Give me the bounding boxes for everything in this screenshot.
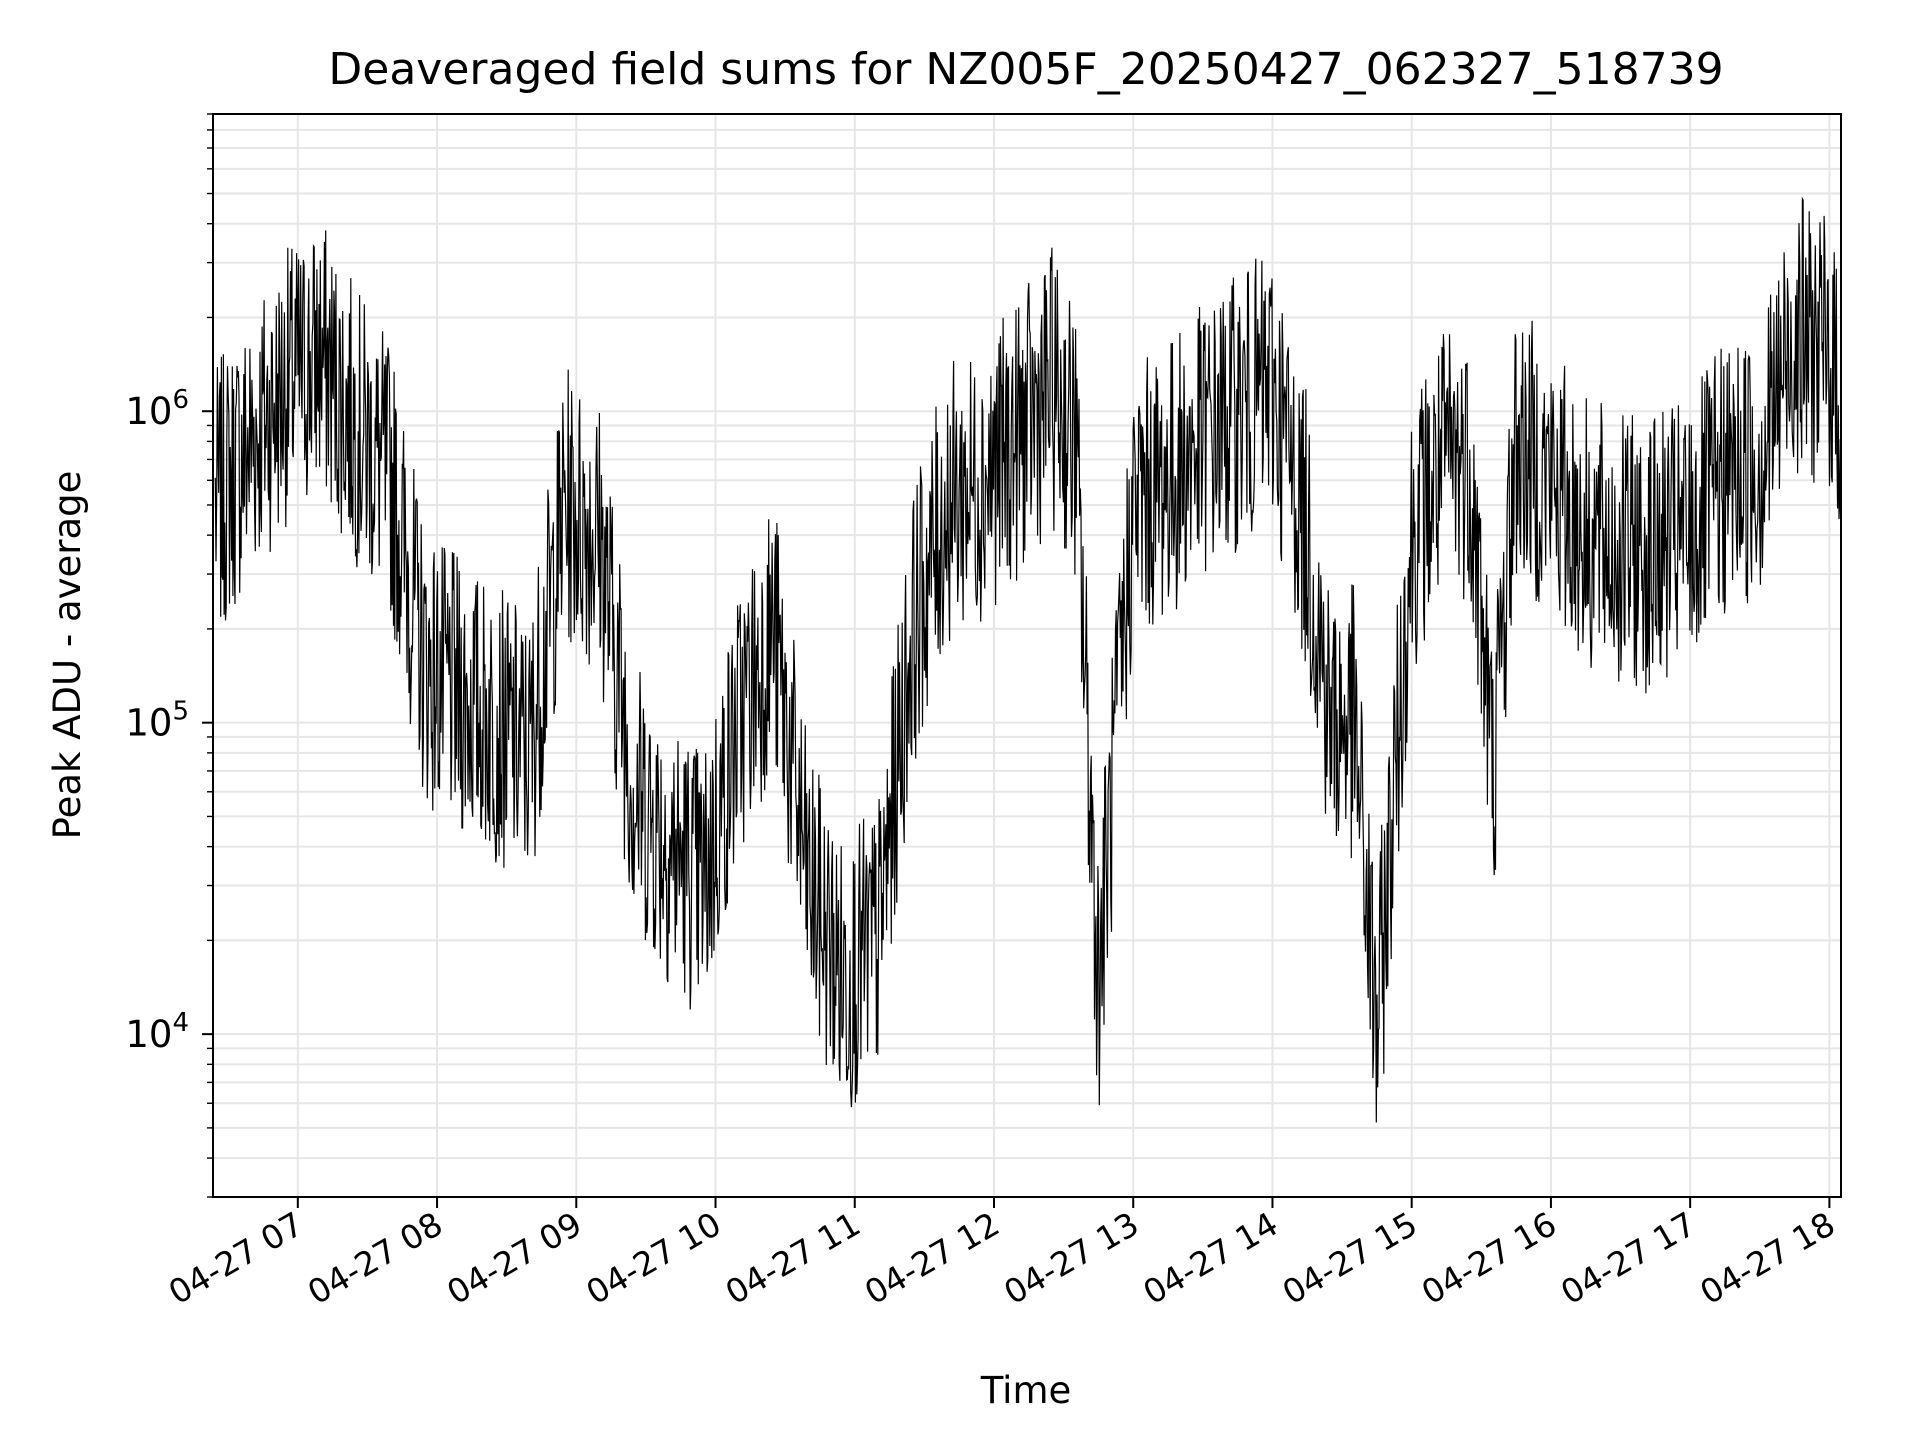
x-tick-label: 04-27 16 bbox=[1415, 1204, 1563, 1312]
chart-title: Deaveraged field sums for NZ005F_2025042… bbox=[328, 44, 1723, 95]
y-ticks: 104 105 106 bbox=[125, 113, 213, 1198]
x-tick-label: 04-27 07 bbox=[162, 1204, 310, 1312]
x-tick-label: 04-27 15 bbox=[1276, 1204, 1424, 1312]
y-axis-label: Peak ADU - average bbox=[46, 471, 89, 840]
x-tick-label: 04-27 14 bbox=[1136, 1204, 1284, 1312]
series bbox=[214, 196, 1842, 1123]
x-tick-label: 04-27 11 bbox=[719, 1204, 867, 1312]
x-tick-label: 04-27 08 bbox=[301, 1204, 449, 1312]
x-tick-label: 04-27 12 bbox=[858, 1204, 1006, 1312]
y-tick-label: 105 bbox=[125, 697, 189, 745]
x-tick-label: 04-27 10 bbox=[580, 1204, 728, 1312]
plot-frame bbox=[212, 113, 1842, 1198]
x-tick-label: 04-27 17 bbox=[1554, 1204, 1702, 1312]
y-tick-label: 106 bbox=[125, 385, 189, 433]
series-line bbox=[214, 196, 1842, 1123]
y-tick-label: 104 bbox=[125, 1008, 189, 1056]
x-tick-label: 04-27 18 bbox=[1693, 1204, 1841, 1312]
x-tick-label: 04-27 13 bbox=[997, 1204, 1145, 1312]
x-axis-label: Time bbox=[980, 1369, 1072, 1412]
x-tick-label: 04-27 09 bbox=[440, 1204, 588, 1312]
